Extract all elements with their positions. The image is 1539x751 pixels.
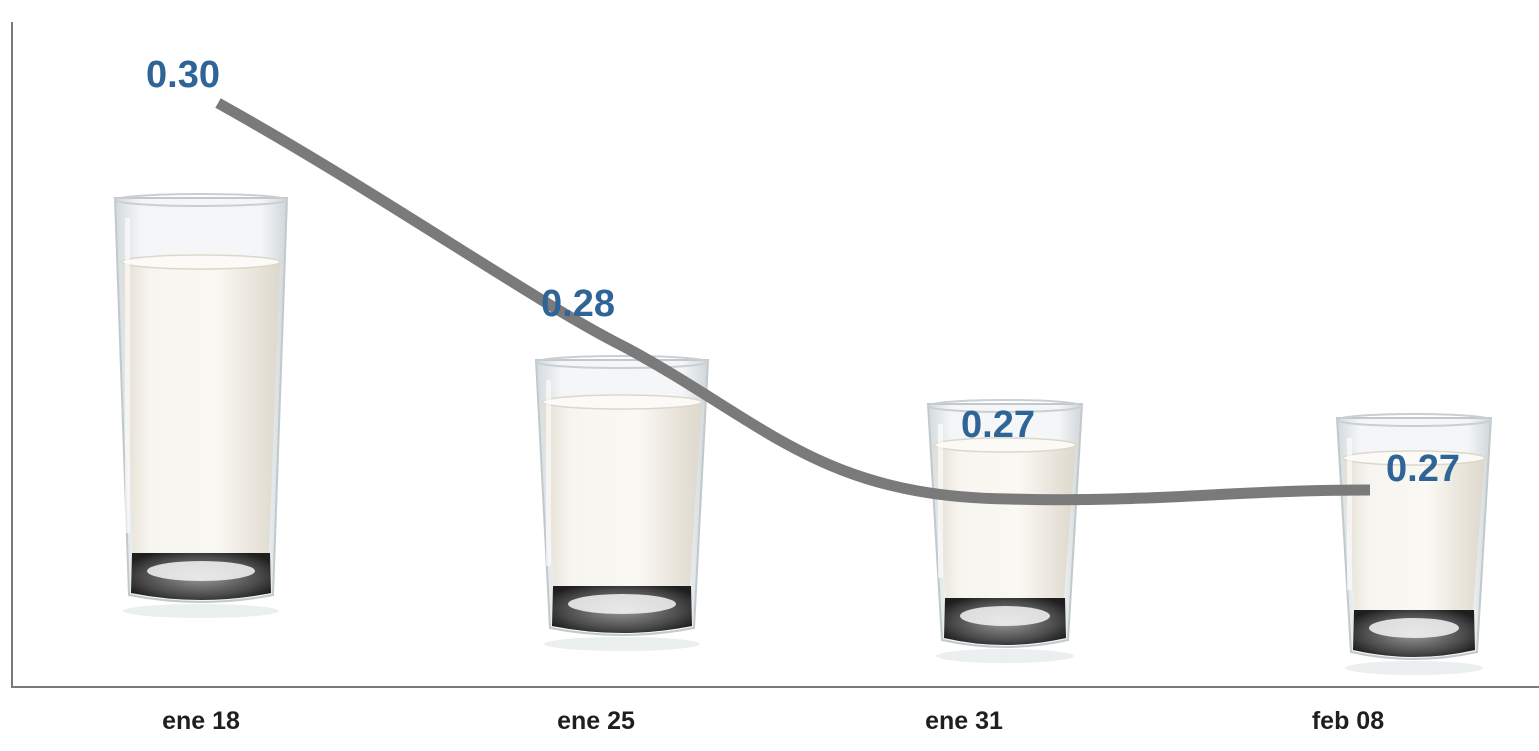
glass-of-milk-icon	[926, 399, 1084, 663]
data-label: 0.27	[1386, 448, 1460, 490]
glass-of-milk-icon	[534, 355, 710, 651]
glass-of-milk-icon	[113, 193, 289, 618]
x-tick-label: ene 18	[162, 707, 240, 735]
x-tick-label: ene 31	[925, 707, 1003, 735]
axes	[11, 22, 1539, 688]
glass-markers	[113, 193, 1493, 675]
data-label: 0.27	[961, 404, 1035, 446]
x-tick-label: feb 08	[1312, 707, 1384, 735]
data-label: 0.30	[146, 54, 220, 96]
x-tick-label: ene 25	[557, 707, 635, 735]
series-line	[215, 98, 1371, 506]
x-tick-labels: ene 18 ene 25 ene 31 feb 08	[162, 707, 1384, 735]
data-labels: 0.30 0.28 0.27 0.27	[146, 54, 1460, 490]
glass-of-milk-icon	[1335, 413, 1493, 675]
data-label: 0.28	[541, 283, 615, 325]
